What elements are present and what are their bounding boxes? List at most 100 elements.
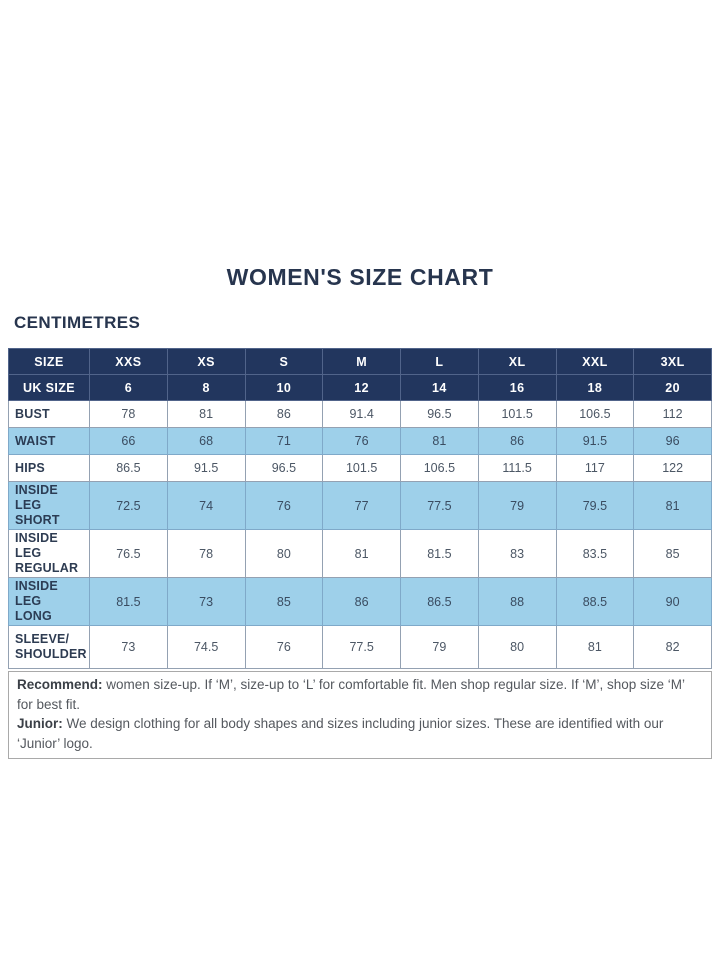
- value-cell: 91.4: [322, 400, 401, 428]
- value-cell: 66: [89, 427, 168, 455]
- value-cell: 74: [166, 481, 246, 530]
- value-cell: 101.5: [322, 454, 401, 482]
- recommend-note: Recommend: women size-up. If ‘M’, size-u…: [17, 675, 703, 714]
- value-cell: 81.5: [400, 529, 479, 578]
- value-cell: 73: [166, 577, 246, 626]
- value-cell: 81: [555, 625, 635, 669]
- header-label-cell: UK SIZE: [8, 374, 90, 401]
- value-cell: 90: [633, 577, 712, 626]
- row-label-cell: BUST: [8, 400, 90, 428]
- value-cell: 73: [89, 625, 168, 669]
- value-cell: 81.5: [89, 577, 168, 626]
- header-value-cell: 3XL: [633, 348, 712, 375]
- value-cell: 96: [633, 427, 712, 455]
- value-cell: 96.5: [400, 400, 479, 428]
- table-header: SIZE XXS XS S M L XL XXL 3XL UK SIZE 6 8 10 12 14 16 18 2…: [8, 348, 712, 401]
- header-value-cell: 6: [89, 374, 168, 401]
- value-cell: 101.5: [477, 400, 557, 428]
- value-cell: 68: [166, 427, 246, 455]
- value-cell: 76: [244, 481, 324, 530]
- value-cell: 77: [322, 481, 401, 530]
- value-cell: 82: [633, 625, 712, 669]
- value-cell: 111.5: [477, 454, 557, 482]
- header-label-cell: SIZE: [8, 348, 90, 375]
- value-cell: 112: [633, 400, 712, 428]
- table-row: SLEEVE/ SHOULDER 73 74.5 76 77.5 79 80 81 82: [8, 625, 712, 669]
- header-value-cell: 14: [400, 374, 479, 401]
- value-cell: 86: [322, 577, 401, 626]
- value-cell: 81: [633, 481, 712, 530]
- value-cell: 79: [477, 481, 557, 530]
- header-value-cell: L: [400, 348, 479, 375]
- table-row: INSIDE LEG LONG 81.5 73 85 86 86.5 88 88.5 90: [8, 577, 712, 626]
- value-cell: 86.5: [400, 577, 479, 626]
- header-row: UK SIZE 6 8 10 12 14 16 18 20: [8, 374, 712, 401]
- junior-note-label: Junior:: [17, 716, 63, 731]
- table-row: WAIST 66 68 71 76 81 86 91.5 96: [8, 427, 712, 455]
- value-cell: 76.5: [89, 529, 168, 578]
- value-cell: 117: [555, 454, 635, 482]
- notes-box: Recommend: women size-up. If ‘M’, size-u…: [8, 671, 712, 759]
- value-cell: 81: [166, 400, 246, 428]
- header-value-cell: 10: [244, 374, 324, 401]
- header-value-cell: XXL: [555, 348, 635, 375]
- header-value-cell: 16: [477, 374, 557, 401]
- header-value-cell: 8: [166, 374, 246, 401]
- value-cell: 74.5: [166, 625, 246, 669]
- value-cell: 88: [477, 577, 557, 626]
- value-cell: 106.5: [400, 454, 479, 482]
- value-cell: 86: [477, 427, 557, 455]
- value-cell: 79: [400, 625, 479, 669]
- value-cell: 85: [244, 577, 324, 626]
- header-value-cell: XL: [477, 348, 557, 375]
- value-cell: 86.5: [89, 454, 168, 482]
- table-row: BUST 78 81 86 91.4 96.5 101.5 106.5 112: [8, 400, 712, 428]
- header-value-cell: S: [244, 348, 324, 375]
- header-value-cell: 18: [555, 374, 635, 401]
- table-row: INSIDE LEG REGULAR 76.5 78 80 81 81.5 83 83.5 85: [8, 529, 712, 578]
- value-cell: 106.5: [555, 400, 635, 428]
- junior-note-text: We design clothing for all body shapes a…: [17, 716, 664, 751]
- table-row: HIPS 86.5 91.5 96.5 101.5 106.5 111.5 117 122: [8, 454, 712, 482]
- value-cell: 122: [633, 454, 712, 482]
- value-cell: 85: [633, 529, 712, 578]
- header-value-cell: 12: [322, 374, 401, 401]
- header-row: SIZE XXS XS S M L XL XXL 3XL: [8, 348, 712, 375]
- value-cell: 76: [244, 625, 324, 669]
- junior-note: Junior: We design clothing for all body …: [17, 714, 703, 753]
- row-label-cell: INSIDE LEG REGULAR: [8, 529, 90, 578]
- recommend-note-label: Recommend:: [17, 677, 103, 692]
- value-cell: 77.5: [322, 625, 401, 669]
- value-cell: 83: [477, 529, 557, 578]
- value-cell: 83.5: [555, 529, 635, 578]
- value-cell: 78: [89, 400, 168, 428]
- unit-heading: CENTIMETRES: [14, 313, 141, 332]
- header-value-cell: M: [322, 348, 401, 375]
- value-cell: 72.5: [89, 481, 168, 530]
- value-cell: 81: [400, 427, 479, 455]
- value-cell: 80: [244, 529, 324, 578]
- value-cell: 79.5: [555, 481, 635, 530]
- value-cell: 96.5: [244, 454, 324, 482]
- value-cell: 91.5: [166, 454, 246, 482]
- page-title: WOMEN'S SIZE CHART: [226, 264, 494, 290]
- header-value-cell: 20: [633, 374, 712, 401]
- row-label-cell: SLEEVE/ SHOULDER: [8, 625, 90, 669]
- value-cell: 77.5: [400, 481, 479, 530]
- value-cell: 86: [244, 400, 324, 428]
- size-chart-page: WOMEN'S SIZE CHART CENTIMETRES SIZE XXS XS…: [8, 264, 712, 759]
- table-row: INSIDE LEG SHORT 72.5 74 76 77 77.5 79 79.5 81: [8, 481, 712, 530]
- row-label-cell: HIPS: [8, 454, 90, 482]
- row-label-cell: INSIDE LEG SHORT: [8, 481, 90, 530]
- value-cell: 81: [322, 529, 401, 578]
- value-cell: 80: [477, 625, 557, 669]
- value-cell: 71: [244, 427, 324, 455]
- row-label-cell: INSIDE LEG LONG: [8, 577, 90, 626]
- table-body: BUST 78 81 86 91.4 96.5 101.5 106.5 112 WAIST 66 68…: [8, 400, 712, 669]
- value-cell: 91.5: [555, 427, 635, 455]
- size-chart-table: SIZE XXS XS S M L XL XXL 3XL UK SIZE 6 8 10 12 14 16 18 2…: [8, 348, 712, 669]
- value-cell: 88.5: [555, 577, 635, 626]
- header-value-cell: XS: [166, 348, 246, 375]
- recommend-note-text: women size-up. If ‘M’, size-up to ‘L’ fo…: [17, 677, 685, 712]
- header-value-cell: XXS: [89, 348, 168, 375]
